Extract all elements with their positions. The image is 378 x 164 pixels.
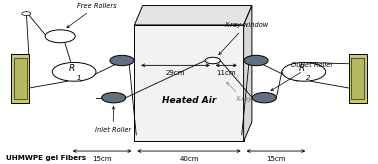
Text: Inlet Roller: Inlet Roller [95, 106, 131, 133]
Text: Free Rollers: Free Rollers [67, 3, 117, 28]
Text: 40cm: 40cm [179, 156, 199, 162]
Circle shape [22, 12, 31, 16]
Polygon shape [243, 6, 252, 141]
Text: X-ray: X-ray [226, 82, 252, 102]
Circle shape [282, 62, 326, 81]
Text: 15cm: 15cm [266, 156, 286, 162]
Text: Outlet Roller: Outlet Roller [271, 62, 333, 91]
Text: 11cm: 11cm [217, 70, 236, 76]
Circle shape [244, 55, 268, 66]
Polygon shape [135, 6, 252, 25]
Text: R: R [299, 64, 305, 73]
Circle shape [45, 30, 75, 43]
Text: 15cm: 15cm [92, 156, 112, 162]
Circle shape [110, 55, 134, 66]
Circle shape [102, 92, 126, 103]
Bar [135, 25, 243, 141]
Bar [14, 58, 26, 99]
Text: UHMWPE gel Fibers: UHMWPE gel Fibers [6, 155, 87, 161]
Text: R: R [69, 64, 75, 73]
Circle shape [252, 92, 276, 103]
Text: 29cm: 29cm [166, 70, 185, 76]
Text: Heated Air: Heated Air [162, 96, 216, 105]
FancyBboxPatch shape [349, 54, 367, 102]
Circle shape [205, 57, 220, 64]
FancyBboxPatch shape [11, 54, 29, 102]
Circle shape [52, 62, 96, 81]
Text: X-ray window: X-ray window [219, 22, 268, 55]
Text: 1: 1 [76, 75, 81, 81]
Bar [352, 58, 364, 99]
Text: 2: 2 [306, 75, 311, 81]
